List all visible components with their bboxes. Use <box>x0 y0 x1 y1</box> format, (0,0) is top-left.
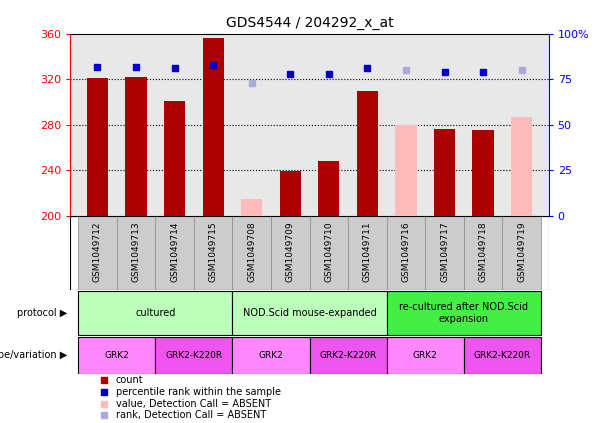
Bar <box>202 38 224 216</box>
Bar <box>78 291 232 335</box>
Text: GRK2: GRK2 <box>413 351 438 360</box>
Bar <box>194 216 232 290</box>
Bar <box>232 216 271 290</box>
Bar <box>78 337 155 374</box>
Text: GSM1049716: GSM1049716 <box>402 222 411 282</box>
Bar <box>87 78 108 216</box>
Bar <box>126 77 147 216</box>
Bar <box>155 216 194 290</box>
Bar <box>318 161 340 216</box>
Bar <box>164 101 185 216</box>
Bar <box>271 216 310 290</box>
Bar <box>78 216 116 290</box>
Bar <box>357 91 378 216</box>
Text: GSM1049717: GSM1049717 <box>440 222 449 282</box>
Text: GRK2: GRK2 <box>259 351 283 360</box>
Bar <box>425 216 464 290</box>
Bar <box>434 129 455 216</box>
Text: GSM1049719: GSM1049719 <box>517 222 526 282</box>
Text: GSM1049712: GSM1049712 <box>93 222 102 282</box>
Text: GSM1049715: GSM1049715 <box>208 222 218 282</box>
Bar <box>241 199 262 216</box>
Text: value, Detection Call = ABSENT: value, Detection Call = ABSENT <box>116 398 271 409</box>
Text: GRK2: GRK2 <box>104 351 129 360</box>
Bar <box>280 171 301 216</box>
Title: GDS4544 / 204292_x_at: GDS4544 / 204292_x_at <box>226 16 394 30</box>
Bar <box>232 291 387 335</box>
Bar <box>387 216 425 290</box>
Text: GRK2-K220R: GRK2-K220R <box>319 351 376 360</box>
Text: GSM1049709: GSM1049709 <box>286 222 295 282</box>
Text: NOD.Scid mouse-expanded: NOD.Scid mouse-expanded <box>243 308 376 318</box>
Bar <box>155 337 232 374</box>
Text: GSM1049708: GSM1049708 <box>247 222 256 282</box>
Text: genotype/variation ▶: genotype/variation ▶ <box>0 350 67 360</box>
Text: protocol ▶: protocol ▶ <box>17 308 67 318</box>
Bar <box>395 125 417 216</box>
Text: percentile rank within the sample: percentile rank within the sample <box>116 387 281 397</box>
Bar <box>387 337 464 374</box>
Text: GSM1049713: GSM1049713 <box>132 222 140 282</box>
Bar <box>348 216 387 290</box>
Text: rank, Detection Call = ABSENT: rank, Detection Call = ABSENT <box>116 410 266 420</box>
Text: cultured: cultured <box>135 308 175 318</box>
Bar <box>232 337 310 374</box>
Bar <box>116 216 155 290</box>
Text: GSM1049714: GSM1049714 <box>170 222 179 282</box>
Text: GSM1049710: GSM1049710 <box>324 222 333 282</box>
Bar <box>464 216 503 290</box>
Text: GRK2-K220R: GRK2-K220R <box>474 351 531 360</box>
Bar <box>464 337 541 374</box>
Bar <box>310 337 387 374</box>
Text: count: count <box>116 375 143 385</box>
Bar <box>310 216 348 290</box>
Bar <box>473 130 493 216</box>
Bar <box>503 216 541 290</box>
Text: GSM1049711: GSM1049711 <box>363 222 372 282</box>
Text: GSM1049718: GSM1049718 <box>479 222 487 282</box>
Text: GRK2-K220R: GRK2-K220R <box>166 351 223 360</box>
Text: re-cultured after NOD.Scid
expansion: re-cultured after NOD.Scid expansion <box>399 302 528 324</box>
Bar <box>511 117 532 216</box>
Bar <box>387 291 541 335</box>
